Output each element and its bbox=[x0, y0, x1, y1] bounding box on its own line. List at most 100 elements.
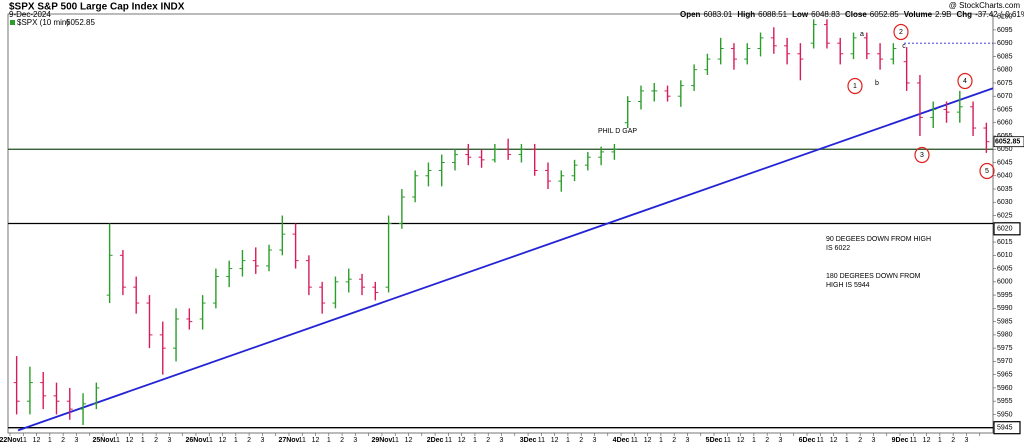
chart-date: 9-Dec-2024 bbox=[9, 10, 51, 19]
wave-circle bbox=[893, 23, 909, 41]
x-tick-label: 1 bbox=[327, 437, 331, 444]
x-tick-label: 12 bbox=[830, 437, 838, 444]
annotation: PHIL D GAP bbox=[598, 128, 637, 135]
x-tick-label: 1 bbox=[845, 437, 849, 444]
y-tick-label: 6025 bbox=[997, 212, 1013, 219]
x-tick-label: 12 bbox=[644, 437, 652, 444]
wave-circle bbox=[979, 162, 995, 180]
last-price-label: 6052.85 bbox=[995, 139, 1020, 146]
quote-label: Low bbox=[792, 10, 809, 19]
x-tick-label: 3 bbox=[964, 437, 968, 444]
x-tick-label: 12 bbox=[551, 437, 559, 444]
x-tick-label: 11 bbox=[113, 437, 120, 444]
x-tick-label: 1 bbox=[141, 437, 145, 444]
wave-letter: b bbox=[875, 80, 879, 87]
x-tick-label: 12 bbox=[312, 437, 320, 444]
x-tick-label: 3 bbox=[593, 437, 597, 444]
x-tick-label: 11 bbox=[910, 437, 917, 444]
x-tick-label: 2Dec bbox=[427, 437, 444, 444]
y-tick-label: 5985 bbox=[997, 318, 1013, 325]
y-tick-label: 6015 bbox=[997, 239, 1013, 246]
y-tick-label: 6035 bbox=[997, 186, 1013, 193]
quote-value: 6083.01 bbox=[703, 10, 732, 19]
x-tick-label: 1 bbox=[938, 437, 942, 444]
x-tick-label: 11 bbox=[392, 437, 399, 444]
x-tick-label: 12 bbox=[923, 437, 931, 444]
y-tick-label: 6065 bbox=[997, 106, 1013, 113]
y-tick-label: 5965 bbox=[997, 372, 1013, 379]
y-tick-label: 6010 bbox=[997, 252, 1013, 259]
x-tick-label: 3 bbox=[871, 437, 875, 444]
x-tick-label: 5Dec bbox=[706, 437, 723, 444]
x-tick-label: 3 bbox=[686, 437, 690, 444]
x-tick-label: 12 bbox=[737, 437, 745, 444]
legend-value: 6052.85 bbox=[66, 18, 95, 27]
x-tick-label: 11 bbox=[817, 437, 824, 444]
x-tick-label: 1 bbox=[48, 437, 52, 444]
x-tick-label: 3 bbox=[74, 437, 78, 444]
y-tick-label: 6005 bbox=[997, 265, 1013, 272]
x-tick-label: 12 bbox=[126, 437, 134, 444]
x-tick-label: 2 bbox=[340, 437, 344, 444]
y-tick-box bbox=[993, 222, 1021, 236]
quote-value: 6088.51 bbox=[758, 10, 787, 19]
wave-letter: c bbox=[902, 43, 906, 50]
wave-label: 4 bbox=[963, 78, 967, 85]
wave-label: 1 bbox=[853, 83, 857, 90]
x-tick-label: 12 bbox=[405, 437, 413, 444]
x-tick-label: 3Dec bbox=[520, 437, 537, 444]
x-tick-label: 1 bbox=[234, 437, 238, 444]
x-tick-label: 11 bbox=[724, 437, 731, 444]
wave-circle bbox=[914, 146, 930, 164]
x-tick-label: 2 bbox=[247, 437, 251, 444]
x-tick-label: 2 bbox=[858, 437, 862, 444]
y-tick-label: 5960 bbox=[997, 385, 1013, 392]
y-tick-label: 6040 bbox=[997, 173, 1013, 180]
x-tick-label: 11 bbox=[445, 437, 452, 444]
wave-letter: a bbox=[860, 31, 864, 38]
quote-label: Open bbox=[680, 10, 701, 19]
y-tick-label: 6075 bbox=[997, 80, 1013, 87]
chart-title: $SPX S&P 500 Large Cap Index INDX bbox=[9, 2, 185, 13]
x-tick-label: 3 bbox=[260, 437, 264, 444]
x-tick-label: 3 bbox=[779, 437, 783, 444]
wave-circle bbox=[957, 72, 973, 90]
x-tick-label: 11 bbox=[206, 437, 213, 444]
x-tick-label: 29Nov bbox=[371, 437, 392, 444]
x-tick-label: 9Dec bbox=[892, 437, 909, 444]
x-tick-label: 22Nov bbox=[0, 437, 21, 444]
y-tick-label: 6060 bbox=[997, 120, 1013, 127]
quote-label: Volume bbox=[904, 10, 933, 19]
x-tick-label: 12 bbox=[219, 437, 227, 444]
quote-value: 2.9B bbox=[935, 10, 951, 19]
y-tick-box bbox=[993, 421, 1021, 435]
y-tick-label: 6100 bbox=[997, 13, 1013, 20]
annotation: 90 DEGEES DOWN FROM HIGH bbox=[826, 236, 931, 243]
x-tick-label: 11 bbox=[299, 437, 306, 444]
x-tick-label: 25Nov bbox=[92, 437, 113, 444]
x-tick-label: 2 bbox=[951, 437, 955, 444]
quote-value: -37.42 (-0.61%) bbox=[975, 10, 1024, 19]
x-tick-label: 1 bbox=[752, 437, 756, 444]
y-tick-label: 5970 bbox=[997, 358, 1013, 365]
y-tick-label: 6000 bbox=[997, 279, 1013, 286]
annotation: IS 6022 bbox=[826, 245, 850, 252]
y-tick-label: 6020 bbox=[997, 226, 1013, 233]
quote-value: 6052.85 bbox=[870, 10, 899, 19]
quote-value: 6048.83 bbox=[811, 10, 840, 19]
x-tick-label: 4Dec bbox=[613, 437, 630, 444]
y-tick-label: 6095 bbox=[997, 27, 1013, 34]
x-tick-label: 11 bbox=[631, 437, 638, 444]
y-tick-label: 6080 bbox=[997, 67, 1013, 74]
quote-label: High bbox=[737, 10, 755, 19]
source: @ StockCharts.com bbox=[949, 1, 1021, 10]
annotation: HIGH IS 5944 bbox=[826, 282, 870, 289]
legend-label: $SPX (10 min) bbox=[17, 18, 69, 27]
y-tick-label: 5975 bbox=[997, 345, 1013, 352]
annotation: 180 DEGREES DOWN FROM bbox=[826, 273, 921, 280]
y-tick-label: 5950 bbox=[997, 411, 1013, 418]
wave-label: 5 bbox=[985, 168, 989, 175]
wave-label: 3 bbox=[920, 152, 924, 159]
x-tick-label: 2 bbox=[61, 437, 65, 444]
